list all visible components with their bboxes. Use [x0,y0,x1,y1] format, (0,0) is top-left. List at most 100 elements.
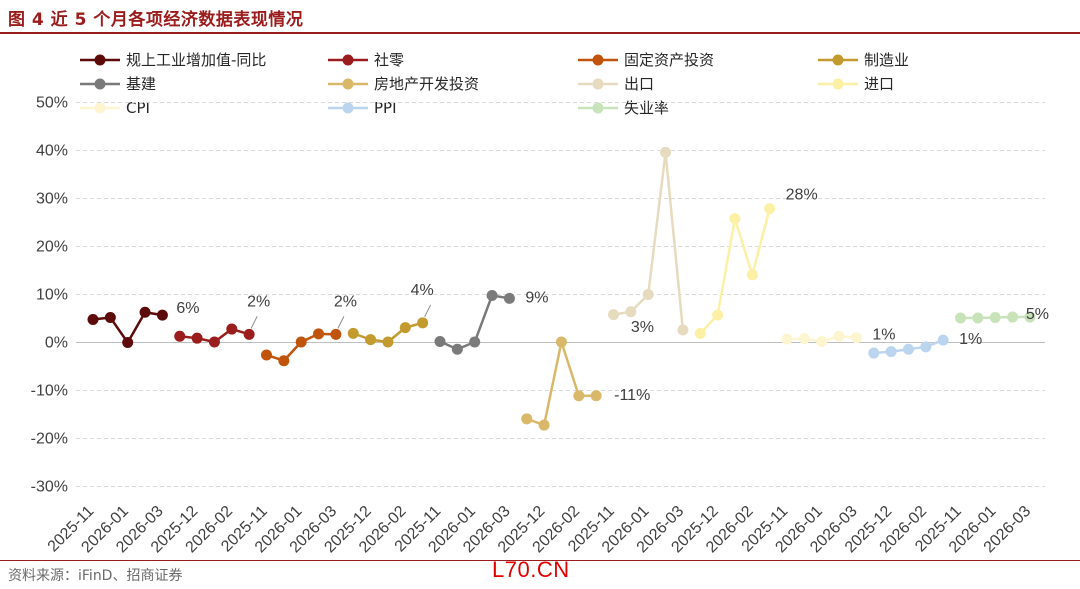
y-tick-label: 50% [36,95,68,112]
series-group [87,146,1036,431]
data-point [694,327,706,339]
data-point [868,347,880,359]
data-point [833,330,845,342]
legend-marker [94,78,106,90]
legend-label: 出口 [624,75,654,93]
legend-item: 出口 [578,75,654,93]
data-point [955,312,966,324]
legend-item: 基建 [80,75,156,93]
data-point [920,341,932,353]
y-tick-label: 20% [36,239,68,256]
series-line [699,208,771,335]
chart-title: 图 4 近 5 个月各项经济数据表现情况 [8,10,304,30]
legend-item: CPI [80,99,150,117]
data-point [503,292,515,304]
data-point [87,313,99,325]
data-label: 2% [334,293,357,310]
y-tick-label: 40% [36,143,68,160]
series-11 [955,311,1036,324]
legend-item: 进口 [818,75,894,93]
legend-item: 固定资产投资 [578,51,714,69]
data-point [972,312,984,324]
data-point [261,349,272,361]
data-point [295,336,307,348]
data-point [434,336,446,348]
legend-marker [342,54,354,66]
series-2 [174,323,255,348]
gridlines [76,102,1045,487]
data-point [573,390,585,402]
data-point [660,146,672,158]
legend-label: CPI [126,99,150,117]
data-point [365,334,377,346]
data-point [208,336,220,348]
y-tick-label: -10% [31,383,68,400]
data-point [712,309,724,321]
data-point [139,306,151,318]
data-point [902,343,914,355]
legend-marker [342,78,354,90]
data-point [1007,311,1019,323]
data-point [399,322,411,334]
series-1 [87,306,168,348]
data-point [729,213,741,225]
data-point [122,337,134,348]
data-point [885,346,897,358]
y-tick-label: -20% [31,431,68,448]
series-line [613,151,685,331]
legend-item: 房地产开发投资 [328,75,479,93]
legend-item: 制造业 [818,51,909,69]
data-point [313,328,325,340]
data-point [417,317,429,329]
data-labels: 6% 2% 2% 4% 9% -11% 3% 28% 1% 1% 5% [176,187,1049,404]
data-point [521,413,533,425]
series-6 [521,336,602,431]
data-point [989,312,1001,324]
series-4 [347,317,429,348]
data-point [226,323,238,335]
series-3 [261,328,342,367]
bottom-rule [0,560,1080,561]
data-label: 28% [786,187,818,204]
data-point [642,289,654,300]
y-tick-label: -30% [31,479,68,496]
legend-item: PPI [328,99,397,117]
data-point [330,328,342,340]
legend-item: 失业率 [578,99,669,117]
legend-marker [832,54,844,66]
data-point [538,419,550,431]
data-point [469,336,481,348]
data-label: -11% [614,387,650,404]
data-label: 2% [247,293,270,310]
data-point [746,269,758,281]
data-point [1024,311,1036,323]
series-7 [608,146,689,336]
y-tick-label: 30% [36,191,68,208]
data-point [347,327,359,339]
label-leader [337,316,345,329]
source-note: 资料来源：iFinD、招商证券 [8,568,183,584]
watermark: L70.CN [492,557,570,582]
legend-marker [592,54,604,66]
data-point [382,336,394,348]
data-point [555,336,567,348]
legend-item: 规上工业增加值-同比 [80,51,266,69]
legend-marker [342,102,354,114]
x-axis: 2025-112026-012026-032025-122026-022025-… [45,503,1035,557]
data-label: 3% [631,319,654,336]
title-bar: 图 4 近 5 个月各项经济数据表现情况 [0,0,1080,34]
series-8 [694,203,776,339]
legend-label: PPI [374,99,397,117]
y-tick-label: 0% [45,335,68,352]
series-line [526,340,597,427]
series-10 [868,334,949,359]
legend-label: 进口 [864,75,894,93]
legend-label: 基建 [126,75,156,93]
data-point [764,203,776,215]
legend-marker [94,54,106,66]
legend-label: 制造业 [864,51,909,69]
series-9 [781,330,862,348]
data-point [191,332,203,344]
data-label: 1% [959,331,982,348]
